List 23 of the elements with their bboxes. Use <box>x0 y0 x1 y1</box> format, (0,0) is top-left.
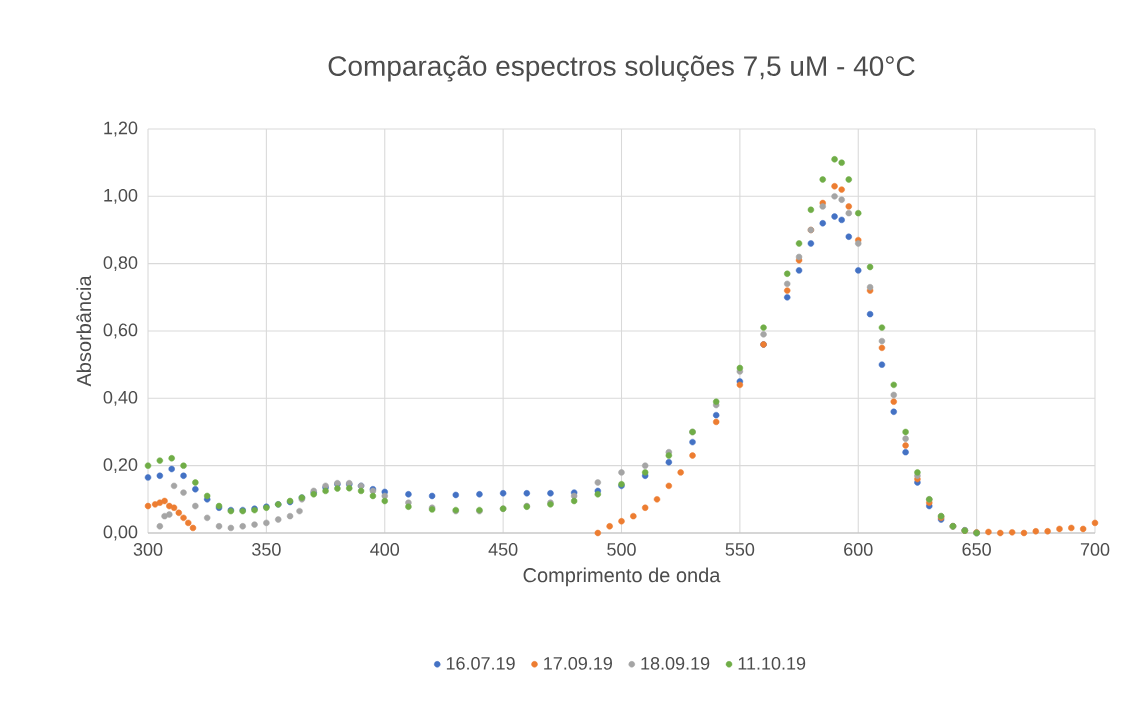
legend-label: 18.09.19 <box>641 657 710 670</box>
legend-label: 17.09.19 <box>544 657 612 670</box>
y-tick-label: 0,80 <box>103 256 138 272</box>
y-tick-label: 0,40 <box>103 390 138 406</box>
y-tick-label: 0,00 <box>103 525 138 541</box>
x-tick-label: 350 <box>252 543 281 556</box>
x-tick-label: 400 <box>370 543 400 556</box>
x-tick-label: 300 <box>133 543 163 556</box>
x-tick-label: 550 <box>725 543 755 556</box>
y-tick-label: 1,20 <box>104 121 138 137</box>
y-tick-label: 0,20 <box>103 458 138 474</box>
x-tick-label: 500 <box>607 543 636 556</box>
y-tick-label: 1,00 <box>104 188 138 204</box>
x-tick-label: 700 <box>1080 543 1110 556</box>
x-tick-label: 650 <box>962 543 991 556</box>
x-tick-label: 600 <box>844 543 873 556</box>
x-tick-label: 450 <box>488 543 518 556</box>
y-axis-title: Absorbância <box>76 275 92 387</box>
x-axis-title: Comprimento de onda <box>523 567 721 587</box>
y-tick-label: 0,60 <box>103 323 138 339</box>
chart-title: Comparação espectros soluções 7,5 uM - 40°C <box>328 55 915 82</box>
legend-label: 16.07.19 <box>446 657 515 670</box>
legend-label: 11.10.19 <box>738 657 806 670</box>
